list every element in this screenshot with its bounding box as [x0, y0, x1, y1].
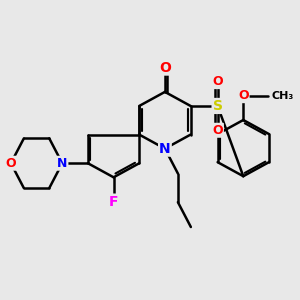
Text: O: O [159, 61, 171, 75]
Text: S: S [213, 99, 223, 113]
Text: O: O [212, 124, 223, 137]
Text: F: F [109, 195, 118, 208]
Text: CH₃: CH₃ [272, 91, 294, 101]
Text: O: O [212, 75, 223, 88]
Text: N: N [159, 142, 171, 156]
Text: O: O [6, 157, 16, 170]
Text: N: N [57, 157, 68, 170]
Text: O: O [238, 89, 249, 102]
